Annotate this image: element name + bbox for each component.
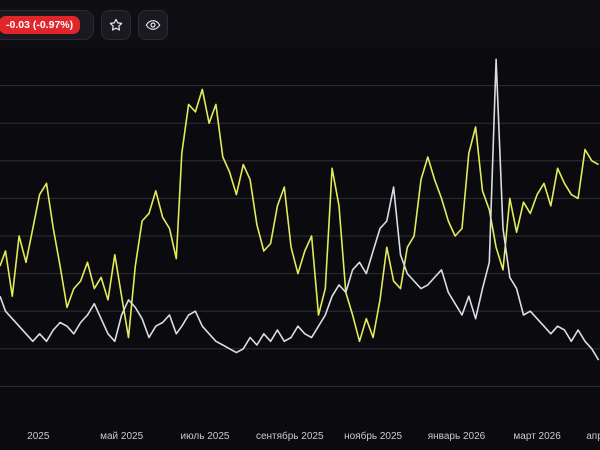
x-tick-label: май 2025 [100,431,143,442]
x-tick-label: июль 2025 [181,431,230,442]
price-change-chip: -0.03 (-0.97%) [0,10,94,40]
favorite-button[interactable] [101,10,131,40]
chart-toolbar: -0.03 (-0.97%) [0,0,600,48]
x-tick-label: 2025 [27,431,50,442]
chart-grid [0,85,600,387]
x-tick-label: январь 2026 [428,431,486,442]
watch-button[interactable] [138,10,168,40]
x-axis: 2025 май 2025 июль 2025 сентябрь 2025 ноябрь… [27,430,600,442]
x-tick-label: ноябрь 2025 [344,430,402,442]
series-line-1 [0,58,600,361]
eye-icon [145,20,161,30]
series-line-0 [0,88,599,343]
x-tick-label: март 2026 [513,431,561,442]
chart-series [0,58,600,361]
x-tick-label: сентябрь 2025 [256,430,324,442]
price-change-badge: -0.03 (-0.97%) [0,16,81,34]
star-icon [109,18,123,31]
x-tick-label: апр [586,431,600,442]
